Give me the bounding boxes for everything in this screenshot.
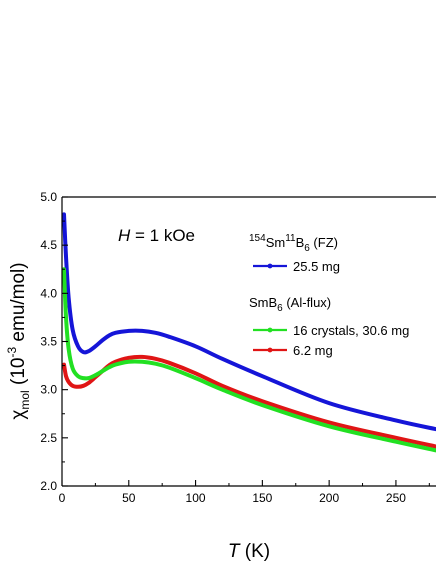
legend-marker-blue [267,263,273,269]
field-value: = 1 kOe [130,226,195,245]
legend-marker-red [267,347,273,353]
y-tick-label: 3.5 [40,335,57,349]
series-line [62,354,436,449]
field-annotation: H = 1 kOe [118,226,195,245]
legend-header-sup2: 11 [285,233,296,244]
x-axis-symbol: T [228,541,241,562]
x-axis-title: T (K) [228,541,270,562]
y-axis-symbol: χ [8,410,29,420]
y-axis-sub: mol [18,390,32,409]
legend-label-red: 6.2 mg [293,343,333,358]
legend-header-sm154: 154Sm11B6 (FZ) [249,233,338,254]
y-tick-label: 4.5 [40,238,57,252]
legend-label-green: 16 crystals, 30.6 mg [293,323,409,338]
x-tick-label: 100 [186,491,206,505]
legend-header-sup1: 154 [249,233,266,244]
field-symbol: H [118,226,131,245]
legend-header2-a: SmB [249,295,277,310]
legend-marker-green [267,327,273,333]
x-tick-label: 200 [319,491,339,505]
series-line [62,212,436,432]
legend-header2-sub: 6 [277,303,283,314]
legend-header-sub: 6 [304,243,310,254]
legend-header2-c: (Al-flux) [283,295,331,310]
x-axis-unit: (K) [240,541,271,562]
x-tick-label: 50 [122,491,136,505]
legend-header-smb6: SmB6 (Al-flux) [249,295,331,314]
series-line [62,267,436,453]
y-axis-suffix: emu/mol) [8,262,29,346]
x-tick-label: 250 [386,491,406,505]
series-layer [62,212,436,453]
legend: 154Sm11B6 (FZ) 25.5 mg SmB6 (Al-flux) 16… [249,233,409,358]
y-axis-title: χmol (10-3 emu/mol) [5,262,32,419]
legend-header-a: Sm [266,235,286,250]
y-tick-label: 2.5 [40,431,57,445]
y-tick-label: 3.0 [40,383,57,397]
legend-header-c: (FZ) [310,235,338,250]
legend-header-b: B [296,235,305,250]
y-axis-prefix: (10 [8,358,29,391]
y-tick-label: 5.0 [40,190,57,204]
y-axis-exp: -3 [5,347,19,358]
x-tick-label: 150 [252,491,272,505]
x-tick-label: 0 [59,491,66,505]
y-tick-label: 2.0 [40,479,57,493]
y-tick-label: 4.0 [40,286,57,300]
legend-label-blue: 25.5 mg [293,259,340,274]
